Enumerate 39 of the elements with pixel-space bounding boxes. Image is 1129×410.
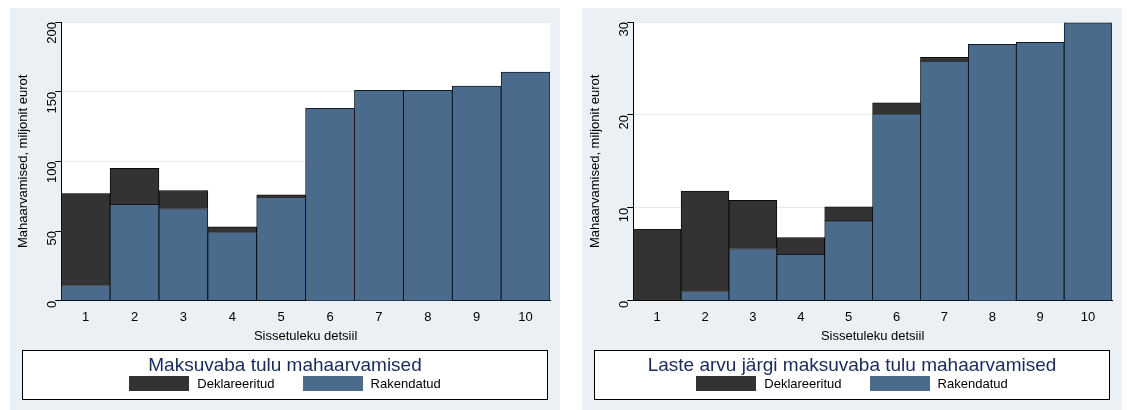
legend-title: Maksuvaba tulu mahaarvamised — [147, 353, 423, 376]
legend-title: Laste arvu järgi maksuvaba tulu mahaarvamised — [646, 353, 1058, 376]
y-tick-label: 200 — [43, 22, 59, 44]
y-tick-label: 30 — [615, 22, 631, 37]
x-tick-label: 7 — [375, 309, 383, 325]
legend-label: Rakendatud — [370, 376, 441, 391]
legend-label: Deklareeritud — [764, 376, 842, 391]
legend-label: Deklareeritud — [197, 376, 275, 391]
y-tick-label: 0 — [615, 300, 631, 309]
x-axis-title: Sissetuleku detsiil — [253, 327, 358, 343]
x-tick-label: 4 — [228, 309, 236, 325]
x-axis-title: Sissetuleku detsiil — [820, 327, 925, 343]
y-tick-label: 150 — [43, 91, 59, 114]
x-tick-label: 4 — [797, 309, 805, 325]
x-tick-label: 1 — [653, 309, 661, 325]
x-tick-label: 8 — [988, 309, 996, 325]
x-tick-label: 5 — [277, 309, 285, 325]
x-tick-label: 7 — [940, 309, 949, 325]
y-axis-title: Mahaarvamised, miljonit eurot — [587, 74, 603, 249]
y-tick-label: 20 — [615, 114, 631, 130]
x-tick-label: 6 — [326, 309, 334, 325]
x-tick-label: 5 — [845, 309, 853, 325]
legend-label: Rakendatud — [937, 376, 1008, 391]
x-tick-label: 10 — [518, 309, 533, 325]
x-tick-label: 2 — [701, 309, 709, 325]
x-tick-label: 8 — [424, 309, 432, 325]
y-tick-label: 50 — [43, 231, 59, 246]
y-tick-label: 100 — [43, 161, 59, 184]
x-tick-label: 2 — [130, 309, 139, 325]
y-tick-label: 10 — [615, 207, 631, 223]
x-tick-label: 3 — [749, 309, 757, 325]
x-tick-label: 3 — [179, 309, 188, 325]
x-tick-label: 1 — [82, 309, 90, 325]
x-tick-label: 9 — [1036, 309, 1044, 325]
y-axis-title: Mahaarvamised, miljonit eurot — [15, 74, 31, 249]
y-tick-label: 0 — [43, 300, 59, 309]
x-tick-label: 9 — [473, 309, 481, 325]
x-tick-label: 6 — [892, 309, 901, 325]
x-tick-label: 10 — [1080, 309, 1096, 325]
